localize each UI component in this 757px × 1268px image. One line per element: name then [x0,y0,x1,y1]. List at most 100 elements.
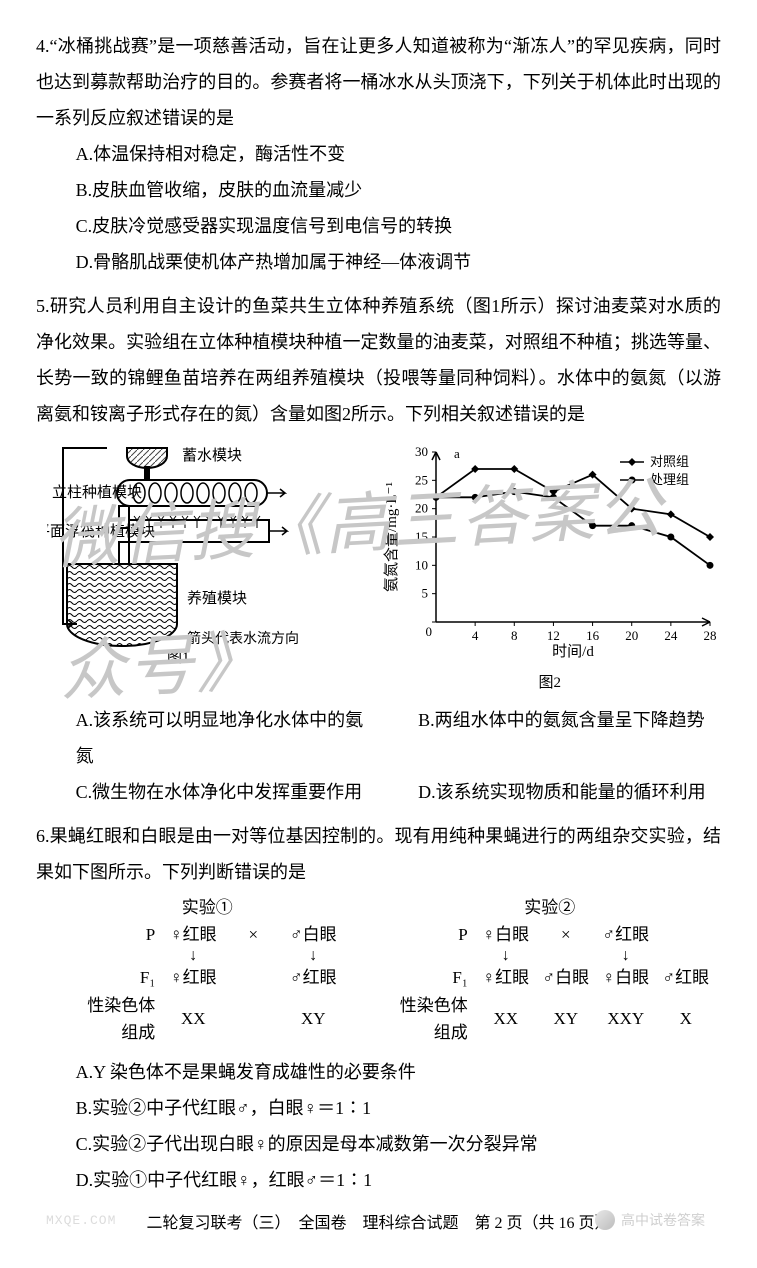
c2-f3: ♂红眼 [656,964,716,991]
down-arrow-icon: ↓ [163,948,223,964]
svg-text:16: 16 [586,628,600,643]
c2-x1: XY [536,1005,596,1032]
c1-x0: XX [163,1005,223,1032]
c1-x2: XY [283,1005,343,1032]
c2-f2: ♀白眼 [596,964,656,991]
logo-dot-icon [595,1210,615,1230]
c2-f1: ♂白眼 [536,964,596,991]
svg-text:25: 25 [415,472,428,487]
svg-text:时间/d: 时间/d [552,643,594,660]
fig1-caption: 图1 [167,649,190,666]
row-label-p2: P [384,921,476,948]
farm-label: 养殖模块 [187,590,247,607]
svg-text:8: 8 [511,628,518,643]
row-label-p: P [71,921,163,948]
storage-module-icon [127,448,167,480]
svg-text:10: 10 [415,557,428,572]
down-arrow-icon: ↓ [476,948,536,964]
svg-text:28: 28 [703,628,716,643]
q6-stem-text: 果蝇红眼和白眼是由一对等位基因控制的。现有用纯种果蝇进行的两组杂交实验，结果如下… [36,826,721,882]
svg-text:处理组: 处理组 [650,472,689,487]
q5-opts-row2: C.微生物在水体净化中发挥重要作用 D.该系统实现物质和能量的循环利用 [36,774,721,810]
svg-text:20: 20 [415,501,428,516]
cross1-p-row: P ♀红眼 × ♂白眼 [71,921,343,948]
svg-text:a: a [454,446,460,461]
q6-opt-c: C.实验②子代出现白眼♀的原因是母本减数第一次分裂异常 [36,1126,721,1162]
c2-x3: X [656,1005,716,1032]
c1-p1: × [223,921,283,948]
row-label-chr-2: 性染色体 组成 [384,992,476,1046]
c1-x1 [223,1005,283,1032]
svg-text:氨氮含量/mg·L⁻¹: 氨氮含量/mg·L⁻¹ [383,482,400,592]
q5-stem-text: 研究人员利用自主设计的鱼菜共生立体种养殖系统（图1所示）探讨油麦菜对水质的净化效… [36,296,721,424]
svg-text:20: 20 [625,628,638,643]
fig2-caption: 图2 [538,668,561,698]
svg-text:0: 0 [425,624,432,639]
farm-module-icon [67,564,177,646]
cross2-chr-row: 性染色体 组成 XX XY XXY X [384,992,716,1046]
q5-opt-d: D.该系统实现物质和能量的循环利用 [379,774,722,810]
cross2-p-row: P ♀白眼 × ♂红眼 [384,921,716,948]
q5-opt-a: A.该系统可以明显地净化水体中的氨氮 [36,702,379,774]
fig1-svg: 蓄水模块 立柱种植模块 [47,438,367,668]
c2-p0: ♀白眼 [476,921,536,948]
cross2-title: 实验② [524,894,575,921]
c1-p0: ♀红眼 [163,921,223,948]
svg-text:30: 30 [415,444,428,459]
svg-text:12: 12 [547,628,560,643]
q4-opt-c: C.皮肤冷觉感受器实现温度信号到电信号的转换 [36,208,721,244]
row-label-chr: 性染色体 组成 [71,992,163,1046]
q6-opt-d: D.实验①中子代红眼♀，红眼♂＝1∶1 [36,1162,721,1198]
question-6: 6.果蝇红眼和白眼是由一对等位基因控制的。现有用纯种果蝇进行的两组杂交实验，结果… [36,818,721,1198]
q4-opt-b: B.皮肤血管收缩，皮肤的血流量减少 [36,172,721,208]
q4-stem: 4.“冰桶挑战赛”是一项慈善活动，旨在让更多人知道被称为“渐冻人”的罕见疾病，同… [36,28,721,136]
storage-label: 蓄水模块 [182,447,242,464]
watermark-corner: 高中试卷答案 [595,1206,705,1234]
cross1-f1-row: F₁ ♀红眼 ♂红眼 [71,964,343,991]
q5-opt-c: C.微生物在水体净化中发挥重要作用 [36,774,379,810]
q4-stem-text: “冰桶挑战赛”是一项慈善活动，旨在让更多人知道被称为“渐冻人”的罕见疾病，同时也… [36,36,721,128]
c1-f0: ♀红眼 [163,964,223,991]
c2-f0: ♀红眼 [476,964,536,991]
row-label-f1-2: F₁ [384,964,476,991]
svg-text:4: 4 [472,628,479,643]
c2-x2: XXY [596,1005,656,1032]
figure-2: 5 10 15 20 25 30 0 4 8 12 16 20 24 28 时间/d 氨氮含量/mg·L⁻¹ a… [379,438,722,698]
row-label-f1: F₁ [71,964,163,991]
q5-figures: 蓄水模块 立柱种植模块 [36,438,721,698]
q5-opt-b: B.两组水体中的氨氮含量呈下降趋势 [379,702,722,774]
down-arrow-icon: ↓ [283,948,343,964]
cross1-title: 实验① [182,894,233,921]
svg-text:24: 24 [664,628,678,643]
c2-x0: XX [476,1005,536,1032]
q4-opt-a: A.体温保持相对稳定，酶活性不变 [36,136,721,172]
q4-opt-d: D.骨骼肌战栗使机体产热增加属于神经—体液调节 [36,244,721,280]
cross-1: 实验① P ♀红眼 × ♂白眼 ↓ ↓ F₁ ♀ [36,894,379,1046]
cross1-arrow: ↓ ↓ [71,948,343,964]
c2-p2: ♂红眼 [596,921,656,948]
q6-stem: 6.果蝇红眼和白眼是由一对等位基因控制的。现有用纯种果蝇进行的两组杂交实验，结果… [36,818,721,890]
q5-number: 5. [36,296,50,316]
cross1-chr-row: 性染色体 组成 XX XY [71,992,343,1046]
svg-text:5: 5 [421,586,428,601]
column-label: 立柱种植模块 [52,484,142,501]
down-arrow-icon: ↓ [596,948,656,964]
column-module-icon [117,480,285,506]
cross-2: 实验② P ♀白眼 × ♂红眼 ↓ ↓ F [379,894,722,1046]
figure-1: 蓄水模块 立柱种植模块 [36,438,379,668]
q4-number: 4. [36,36,50,56]
watermark-corner-text: 高中试卷答案 [621,1206,705,1234]
svg-text:15: 15 [415,529,428,544]
c2-p1: × [536,921,596,948]
q6-opt-a: A.Y 染色体不是果蝇发育成雄性的必要条件 [36,1054,721,1090]
arrow-note: 箭头代表水流方向 [187,630,299,647]
c1-p2: ♂白眼 [283,921,343,948]
c1-f1 [223,964,283,991]
question-5: 5.研究人员利用自主设计的鱼菜共生立体种养殖系统（图1所示）探讨油麦菜对水质的净… [36,288,721,810]
cross2-arrow: ↓ ↓ [384,948,716,964]
question-4: 4.“冰桶挑战赛”是一项慈善活动，旨在让更多人知道被称为“渐冻人”的罕见疾病，同… [36,28,721,280]
q5-opts-row1: A.该系统可以明显地净化水体中的氨氮 B.两组水体中的氨氮含量呈下降趋势 [36,702,721,774]
svg-text:对照组: 对照组 [650,454,689,469]
cross-diagrams: 实验① P ♀红眼 × ♂白眼 ↓ ↓ F₁ ♀ [36,894,721,1046]
q5-stem: 5.研究人员利用自主设计的鱼菜共生立体种养殖系统（图1所示）探讨油麦菜对水质的净… [36,288,721,432]
